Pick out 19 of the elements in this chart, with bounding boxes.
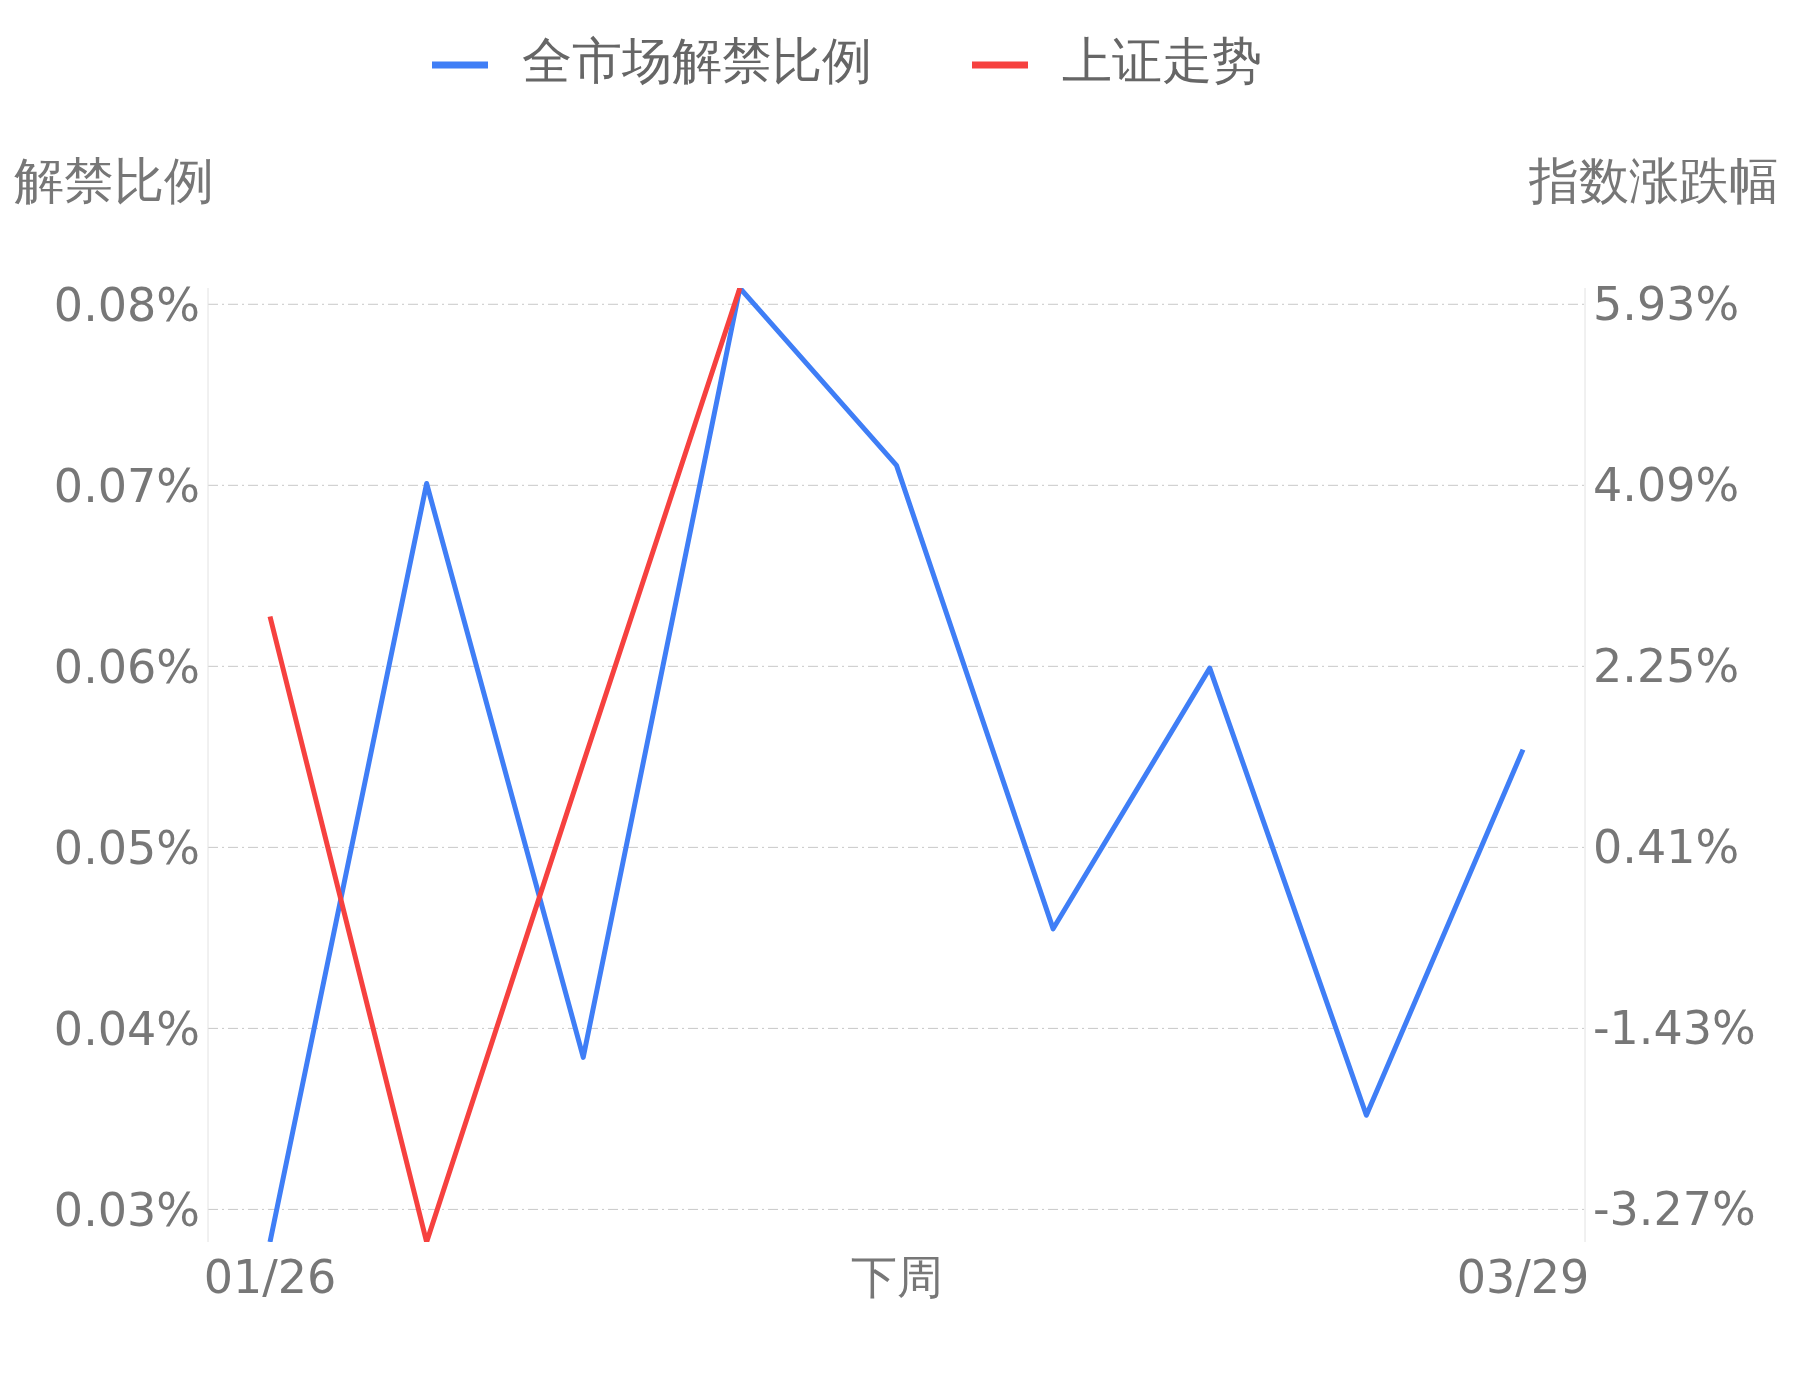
- y-tick-label: 0.08%: [53, 277, 200, 332]
- legend-label: 全市场解禁比例: [521, 32, 872, 90]
- y-tick-label: 0.04%: [53, 1001, 200, 1056]
- y2-tick-label: 2.25%: [1593, 639, 1740, 693]
- y2-tick-label: 4.09%: [1593, 458, 1740, 513]
- y2-tick-label: -3.27%: [1593, 1181, 1756, 1236]
- x-tick-label: 下周: [850, 1249, 943, 1304]
- y-tick-label: 0.05%: [53, 820, 200, 875]
- y-tick-label: 0.03%: [53, 1182, 200, 1237]
- x-tick-label: 01/26: [203, 1249, 337, 1304]
- legend-label: 上证走势: [1061, 32, 1262, 90]
- y2-tick-label: -1.43%: [1593, 1000, 1756, 1055]
- y2-tick-label: 5.93%: [1593, 277, 1740, 332]
- y-tick-label: 0.06%: [53, 639, 200, 694]
- y-axis-title: 解禁比例: [14, 151, 214, 212]
- y2-tick-label: 0.41%: [1593, 819, 1740, 874]
- x-tick-label: 03/29: [1456, 1249, 1590, 1304]
- y-tick-label: 0.07%: [53, 458, 200, 513]
- y2-axis-title: 指数涨跌幅: [1529, 151, 1779, 212]
